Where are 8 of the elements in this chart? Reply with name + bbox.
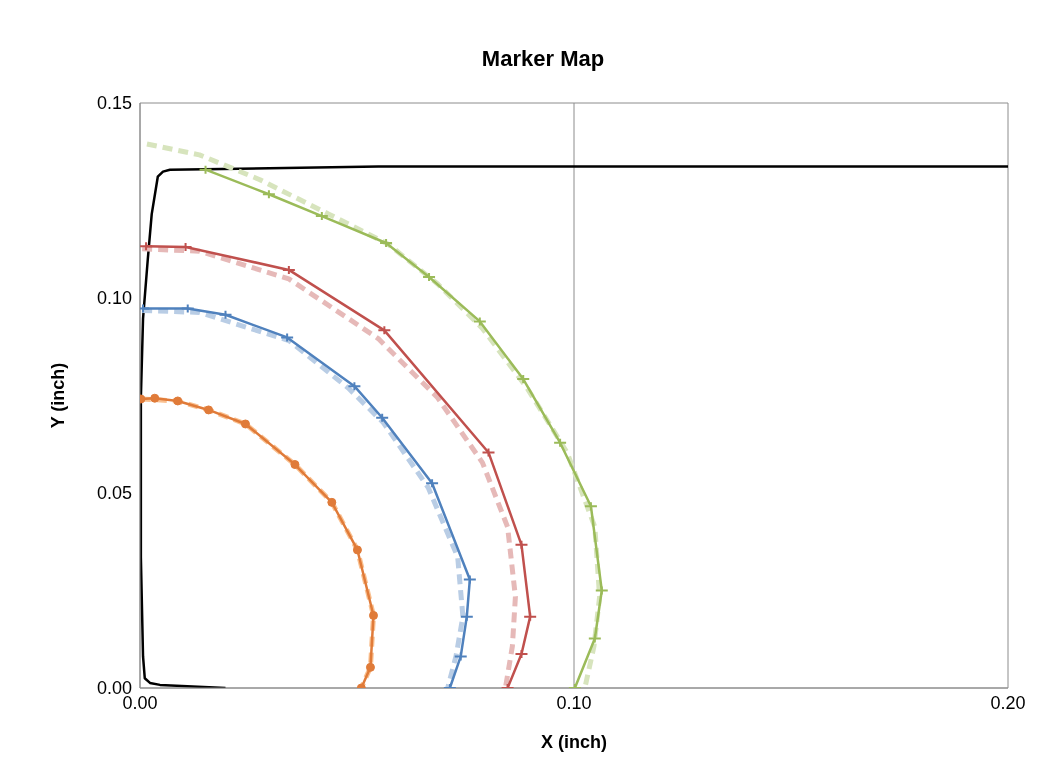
- y-axis-title: Y (inch): [48, 362, 69, 429]
- x-tick-label: 0.20: [990, 692, 1026, 713]
- x-tick-label: 0.10: [556, 692, 592, 713]
- chart-title: Marker Map: [480, 46, 606, 72]
- x-axis-title: X (inch): [541, 732, 607, 752]
- y-tick-label: 0.15: [96, 93, 132, 114]
- y-tick-label: 0.05: [96, 483, 132, 504]
- y-tick-label: 0.10: [96, 288, 132, 309]
